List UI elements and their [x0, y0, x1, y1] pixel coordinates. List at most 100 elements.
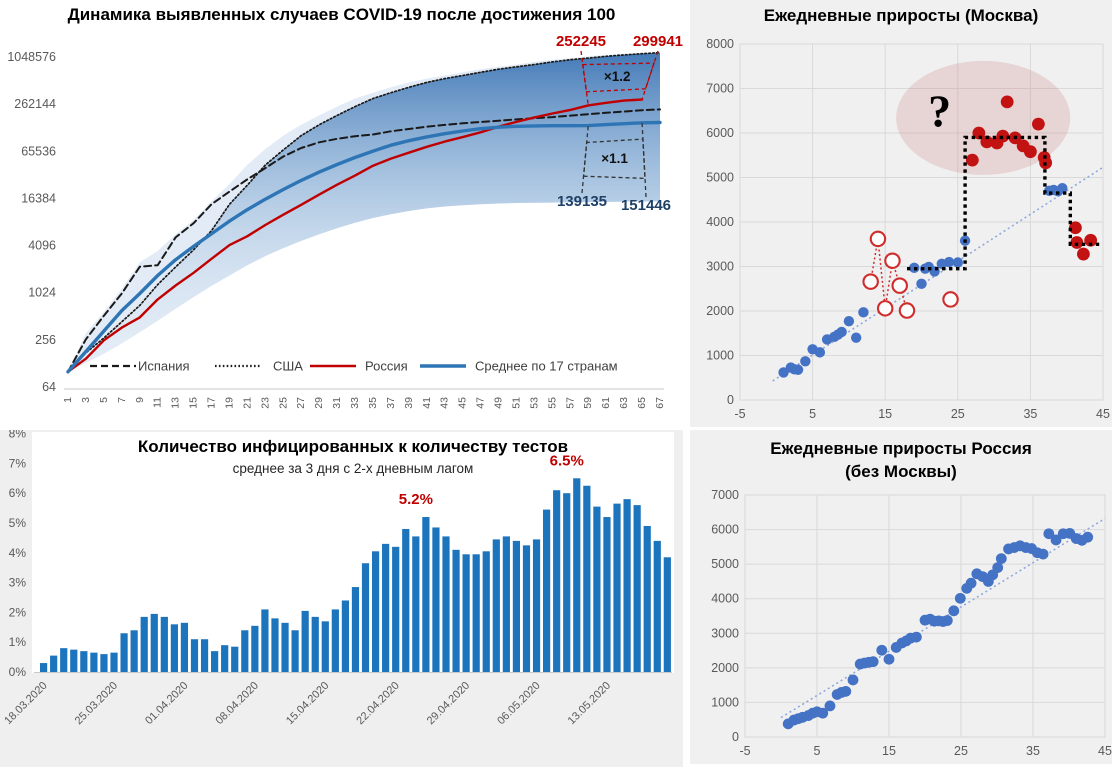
red-data-point — [1084, 233, 1098, 247]
date-axis-label: 29.04.2020 — [425, 680, 472, 727]
bar — [180, 622, 189, 672]
y-axis-tick-label: 5000 — [711, 557, 739, 571]
y-axis-tick-label: 0% — [9, 665, 27, 679]
bar — [351, 587, 360, 672]
bar — [422, 517, 430, 672]
y-axis-tick-label: 4000 — [711, 592, 739, 606]
bar — [200, 639, 209, 672]
plot-area-border — [744, 494, 1106, 738]
bar — [120, 633, 128, 672]
y-axis-tick-label: 0 — [732, 730, 739, 744]
panel-tests-ratio: 0% 1% 2% 3% 4% 5% 6% 7% 8% 18.03.2020 25.03.2020 01… — [0, 430, 683, 767]
bar — [573, 478, 581, 672]
date-axis-label: 22.04.2020 — [354, 680, 401, 727]
bar — [432, 527, 440, 672]
x-axis-tick-label: 15 — [188, 397, 200, 409]
y-axis-tick-label: 1024 — [28, 286, 56, 300]
bar — [553, 490, 561, 672]
tests-ratio-chart-svg: 0% 1% 2% 3% 4% 5% 6% 7% 8% 18.03.2020 25.03.2020 01… — [2, 430, 674, 727]
y-axis-tick-label: 64 — [42, 380, 56, 394]
x-axis-tick-label: 45 — [1096, 407, 1110, 421]
open-red-data-point — [862, 273, 879, 290]
x-axis-tick-label: 37 — [385, 397, 397, 409]
open-red-data-point — [869, 230, 887, 248]
y-axis-tick-label: 3000 — [711, 626, 739, 640]
y-axis-tick-label: 262144 — [14, 97, 56, 111]
x-axis-tick-label: 35 — [1023, 407, 1037, 421]
blue-data-point — [867, 656, 879, 668]
red-data-point — [1076, 247, 1090, 261]
blue-data-point — [800, 356, 811, 367]
bar — [80, 651, 88, 672]
red-data-point — [1024, 145, 1037, 159]
blue-data-point — [941, 615, 953, 626]
x-axis-tick-label: 9 — [134, 397, 146, 403]
y-axis-tick-label: 7% — [9, 456, 27, 470]
bar — [301, 610, 309, 672]
x-axis-tick-label: -5 — [739, 744, 750, 758]
bar — [331, 609, 339, 672]
blue-data-point — [1057, 182, 1068, 194]
bar — [160, 616, 168, 672]
blue-data-point — [840, 685, 852, 697]
bar — [241, 630, 249, 672]
step-line — [907, 135, 1102, 271]
blue-data-point — [850, 332, 862, 343]
bar — [311, 616, 319, 672]
moscow-daily-chart-svg: -5 5 15 25 35 45 0 1000 2000 3000 4000 5000 6000 7000… — [706, 37, 1110, 421]
outlier-connector-line — [869, 238, 908, 311]
x-axis-tick-label: 63 — [618, 397, 630, 409]
red-data-point — [980, 135, 994, 149]
y-axis-tick-label: 1000 — [706, 349, 734, 363]
bar — [532, 539, 541, 672]
question-mark-annotation: ? — [928, 85, 951, 136]
bar — [271, 618, 279, 672]
x-axis-tick-label: 45 — [1098, 744, 1112, 758]
x-axis-tick-label: 41 — [421, 397, 433, 409]
red-data-point — [965, 153, 979, 167]
value-annotation: 151446 — [621, 197, 671, 214]
callout-leader-line — [581, 125, 589, 194]
bar-value-callout: 5.2% — [399, 491, 433, 508]
x-axis-tick-label: 25 — [277, 397, 289, 409]
bar — [613, 503, 621, 672]
blue-data-point — [943, 256, 955, 268]
x-axis-tick-label: 67 — [654, 397, 666, 409]
red-data-point — [1069, 221, 1082, 235]
date-axis-label: 25.03.2020 — [73, 680, 120, 727]
growth-factor-label: ×1.2 — [604, 69, 631, 84]
bar — [543, 509, 551, 672]
bar — [90, 652, 98, 672]
y-axis-tick-label: 2% — [9, 605, 27, 619]
x-axis-tick-label: 51 — [510, 397, 522, 409]
x-axis-tick-label: 35 — [1026, 744, 1040, 758]
panel-moscow-daily: -5 5 15 25 35 45 0 1000 2000 3000 4000 5000 6000 7000… — [690, 0, 1112, 427]
x-axis-tick-label: 29 — [313, 397, 325, 409]
plot-area-border — [739, 43, 1104, 401]
bar — [150, 613, 158, 672]
usa-gradient-band — [68, 52, 660, 372]
y-axis-tick-label: 1% — [9, 635, 27, 649]
bar — [291, 630, 299, 672]
blue-data-point — [792, 364, 804, 375]
x-axis-tick-label: 5 — [98, 397, 110, 403]
bar — [502, 536, 510, 672]
blue-data-point — [952, 257, 963, 268]
legend-label: Россия — [365, 359, 408, 374]
blue-data-point — [824, 700, 836, 712]
red-data-point — [1070, 236, 1084, 249]
bar — [653, 540, 661, 672]
x-axis-tick-label: 65 — [636, 397, 648, 409]
bar-value-callout: 6.5% — [550, 452, 584, 469]
blue-data-point — [954, 592, 966, 604]
x-axis-tick-label: 19 — [223, 397, 235, 409]
dynamics-chart-title: Динамика выявленных случаев COVID-19 пос… — [67, 5, 616, 24]
bar — [140, 616, 148, 672]
x-axis-tick-label: 21 — [241, 397, 253, 409]
bar — [40, 663, 48, 672]
date-axis-label: 18.03.2020 — [2, 680, 49, 727]
x-axis-tick-label: 15 — [882, 744, 896, 758]
y-axis-tick-label: 6000 — [711, 523, 739, 537]
